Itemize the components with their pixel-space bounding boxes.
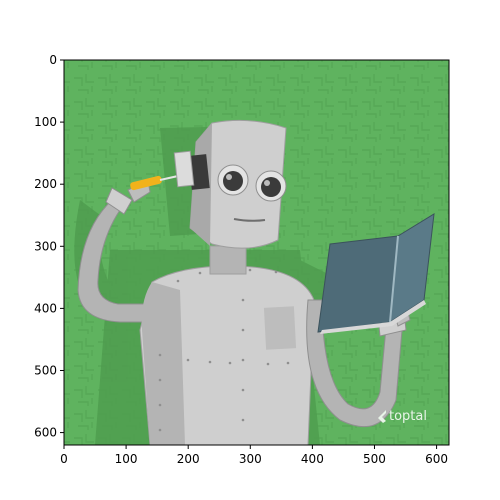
x-tick-label: 400 xyxy=(301,452,324,466)
x-tick-label: 300 xyxy=(239,452,262,466)
watermark: toptal xyxy=(378,409,427,424)
x-tick-label: 200 xyxy=(177,452,200,466)
toptal-logo-icon xyxy=(378,410,386,423)
y-tick-label: 200 xyxy=(34,177,57,191)
robot-neck xyxy=(209,245,247,275)
y-tick-label: 300 xyxy=(34,239,57,253)
x-tick-label: 100 xyxy=(115,452,138,466)
left-arm xyxy=(77,179,161,323)
robot-mouth xyxy=(233,218,266,222)
robot-head xyxy=(173,119,287,249)
y-tick-label: 100 xyxy=(34,115,57,129)
watermark-text: toptal xyxy=(389,409,427,424)
x-tick-label: 0 xyxy=(60,452,68,466)
robot-illustration: toptal xyxy=(64,60,449,445)
plot-frame xyxy=(63,59,450,446)
open-book xyxy=(317,213,435,334)
x-tick-label: 600 xyxy=(425,452,448,466)
robot-eyes xyxy=(217,164,287,202)
x-axis: 0 100 200 300 400 500 600 xyxy=(60,445,448,466)
robot-torso xyxy=(139,265,315,445)
x-tick-label: 500 xyxy=(363,452,386,466)
y-axis: 0 100 200 300 400 500 600 xyxy=(34,53,64,440)
y-tick-label: 400 xyxy=(34,301,57,315)
y-tick-label: 600 xyxy=(34,426,57,440)
y-tick-label: 0 xyxy=(49,53,57,67)
y-tick-label: 500 xyxy=(34,363,57,377)
